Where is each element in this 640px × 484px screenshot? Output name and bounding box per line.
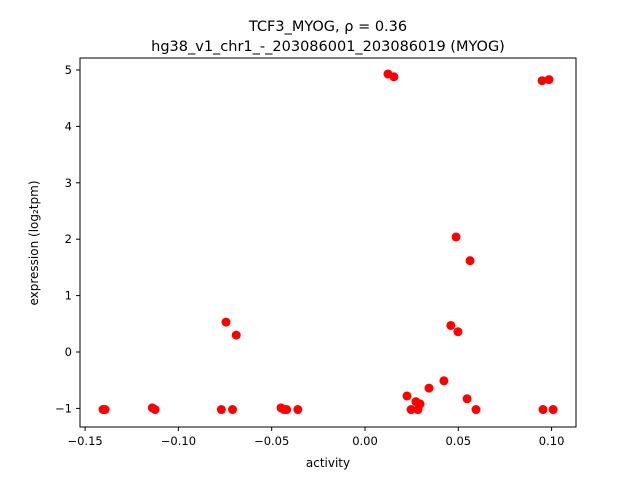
y-tick-label: 4	[65, 119, 72, 133]
data-point	[544, 75, 554, 85]
data-point	[446, 320, 456, 330]
x-tick-label: 0.05	[445, 434, 471, 448]
data-point	[462, 394, 472, 404]
data-point	[231, 330, 241, 340]
y-tick-label: 1	[65, 289, 72, 303]
x-tick-label: 0.10	[539, 434, 565, 448]
data-point	[282, 405, 292, 415]
x-tick-label: −0.10	[161, 434, 196, 448]
x-tick-label: 0.00	[352, 434, 378, 448]
y-tick-label: 5	[65, 63, 72, 77]
data-point	[471, 405, 481, 415]
y-tick-label: 3	[65, 176, 72, 190]
data-point	[150, 405, 160, 415]
data-point	[389, 72, 399, 82]
data-point	[221, 317, 231, 327]
x-tick-label: −0.05	[254, 434, 289, 448]
data-point	[402, 391, 412, 401]
data-point	[465, 256, 475, 266]
chart-title-line2: hg38_v1_chr1_-_203086001_203086019 (MYOG…	[151, 39, 505, 55]
y-axis-label: expression (log₂tpm)	[27, 180, 41, 305]
data-point	[415, 399, 425, 409]
y-tick-label: 2	[65, 232, 72, 246]
data-point	[424, 383, 434, 393]
x-axis-label: activity	[306, 456, 350, 470]
data-point	[228, 405, 238, 415]
y-tick-label: −1	[55, 401, 72, 415]
data-point	[293, 405, 303, 415]
data-point	[451, 232, 461, 242]
x-tick-label: −0.15	[67, 434, 102, 448]
data-point	[453, 327, 463, 337]
data-point	[100, 405, 110, 415]
data-point	[537, 76, 547, 86]
data-point	[548, 405, 558, 415]
data-point	[439, 376, 449, 386]
data-point	[216, 405, 226, 415]
y-tick-label: 0	[65, 345, 72, 359]
plot-frame	[79, 57, 577, 428]
chart-title-line1: TCF3_MYOG, ρ = 0.36	[248, 19, 407, 35]
data-point	[406, 405, 416, 415]
data-point	[538, 405, 548, 415]
